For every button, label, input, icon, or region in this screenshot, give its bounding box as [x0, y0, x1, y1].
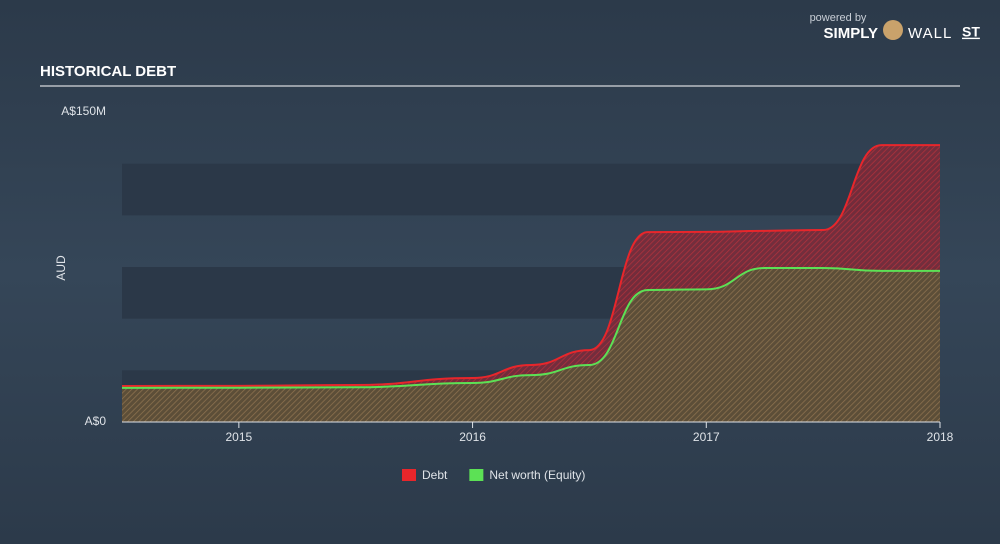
legend-swatch — [469, 469, 484, 481]
series-line — [121, 144, 940, 388]
plot: A$0 A$150M 2015 2016 2017 2018 — [61, 104, 953, 444]
x-tick-label: 2015 — [226, 430, 253, 444]
x-tick-label: 2018 — [927, 430, 954, 444]
legend: Debt Net worth (Equity) — [402, 468, 585, 482]
area-fill — [122, 268, 940, 422]
brand-st: ST — [962, 24, 980, 40]
y-tick-label: A$0 — [85, 414, 107, 428]
brand-logo — [883, 20, 903, 40]
brand-simply: SIMPLY — [824, 25, 878, 42]
x-tick-label: 2016 — [459, 430, 486, 444]
chart-title: HISTORICAL DEBT — [40, 63, 176, 80]
brand-powered: powered by — [810, 12, 867, 24]
legend-label: Net worth (Equity) — [489, 468, 585, 482]
y-tick-label: A$150M — [61, 104, 106, 118]
band — [122, 163, 940, 216]
brand-wall: WALL — [908, 25, 952, 42]
y-axis-label: AUD — [54, 255, 68, 281]
legend-label: Debt — [422, 468, 448, 482]
x-tick-label: 2017 — [693, 430, 720, 444]
series-line — [121, 267, 940, 389]
legend-swatch — [402, 469, 416, 481]
